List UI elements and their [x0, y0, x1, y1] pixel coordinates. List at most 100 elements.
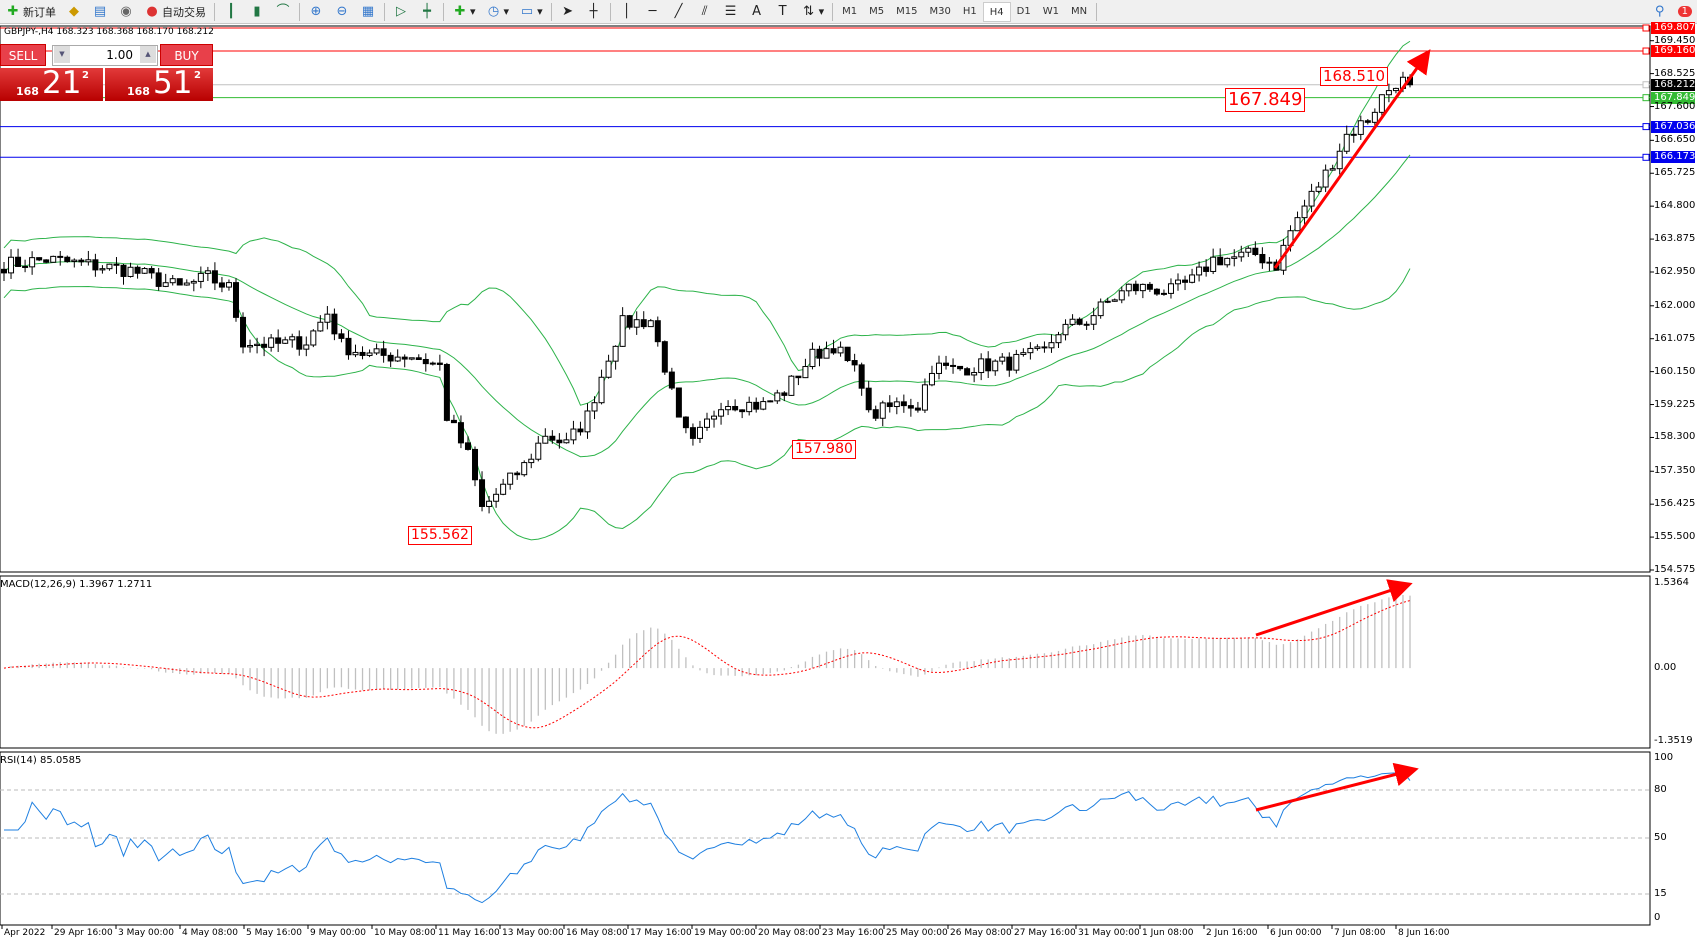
lot-size-input[interactable]: 1.00: [52, 45, 158, 66]
level-handle: [1642, 123, 1650, 131]
candle: [479, 471, 486, 512]
bollinger-lower-band: [3, 268, 1411, 541]
time-axis-label: 9 May 00:00: [310, 928, 366, 938]
navigator-button[interactable]: ▤: [87, 1, 113, 23]
bar-chart-button[interactable]: ┃: [218, 1, 244, 23]
notifications-button[interactable]: 1: [1673, 1, 1697, 23]
candle: [795, 375, 802, 386]
buy-button[interactable]: BUY: [160, 44, 213, 66]
cursor-button[interactable]: ➤: [555, 1, 581, 23]
candle: [394, 349, 401, 362]
timeframe-w1[interactable]: W1: [1042, 5, 1059, 17]
candle-body: [366, 352, 373, 356]
periods-button[interactable]: ◷ ▾: [481, 1, 515, 23]
candle-body: [1392, 87, 1399, 92]
buy-price[interactable]: 168 51 2: [105, 65, 213, 101]
timeframe-h4[interactable]: H4: [982, 1, 1011, 22]
vertical-line-button[interactable]: │: [614, 1, 640, 23]
text-button[interactable]: A: [744, 1, 770, 23]
timeframe-m15[interactable]: M15: [896, 5, 918, 17]
candle-body: [155, 272, 162, 287]
candle: [380, 340, 387, 363]
zoom-out-button[interactable]: ⊖: [329, 1, 355, 23]
trendline-button[interactable]: ╱: [666, 1, 692, 23]
candle-body: [22, 265, 29, 268]
candlestick-button[interactable]: ▮: [244, 1, 270, 23]
scroll-button[interactable]: ▷: [388, 1, 414, 23]
candle-body: [57, 255, 64, 258]
candle: [317, 315, 324, 332]
candle: [935, 355, 942, 380]
new-order-button[interactable]: ✚ 新订单: [0, 1, 61, 23]
candle: [1238, 245, 1245, 262]
candle: [169, 275, 176, 286]
fibonacci-button[interactable]: ☰: [718, 1, 744, 23]
candle-body: [1196, 266, 1203, 276]
crosshair-button[interactable]: ┼: [581, 1, 607, 23]
divider: [550, 2, 552, 21]
signal-button[interactable]: ◉: [113, 1, 139, 23]
auto-trade-button[interactable]: ● 自动交易: [139, 1, 211, 23]
candle-body: [760, 401, 767, 410]
lot-increase-button[interactable]: ▲: [140, 46, 156, 63]
sell-price[interactable]: 168 21 2: [0, 65, 103, 101]
timeframe-d1[interactable]: D1: [1016, 5, 1031, 17]
market-watch-button[interactable]: ◆: [61, 1, 87, 23]
tile-windows-button[interactable]: ▦: [355, 1, 381, 23]
channel-button[interactable]: ⫽: [692, 1, 718, 23]
timeframe-m30[interactable]: M30: [929, 5, 951, 17]
candle-body: [324, 313, 331, 323]
candle-body: [1062, 323, 1069, 336]
timeframe-m1[interactable]: M1: [842, 5, 858, 17]
templates-button[interactable]: ▭ ▾: [520, 3, 543, 19]
candle-body: [823, 348, 830, 359]
zoom-in-button[interactable]: ⊕: [303, 1, 329, 23]
candle-body: [591, 402, 598, 412]
indicators-button[interactable]: ✚ ▾: [447, 1, 481, 23]
horizontal-line-button[interactable]: ─: [640, 1, 666, 23]
candle-body: [1371, 111, 1378, 123]
label-button[interactable]: T: [770, 1, 796, 23]
candle-body: [1252, 247, 1259, 255]
timeframe-m5[interactable]: M5: [869, 5, 885, 17]
candle-body: [1378, 94, 1385, 113]
market-watch-icon: ◆: [69, 3, 79, 19]
candle: [1189, 268, 1196, 284]
bollinger-upper-band: [3, 40, 1411, 406]
candle: [1, 262, 7, 282]
candle-body: [92, 259, 99, 271]
candle: [907, 398, 914, 417]
candle-body: [886, 402, 893, 408]
candle-body: [1034, 346, 1041, 349]
candle-body: [1189, 274, 1196, 283]
candle-body: [893, 401, 900, 408]
candle: [22, 259, 29, 273]
candle-body: [542, 435, 549, 444]
timeframe-h1[interactable]: H1: [962, 5, 977, 17]
timeframe-mn[interactable]: MN: [1070, 5, 1088, 17]
candle-body: [1006, 356, 1013, 371]
line-chart-button[interactable]: ⌒: [270, 1, 296, 23]
candle-body: [1013, 353, 1020, 371]
candle-body: [725, 405, 732, 411]
candle: [1055, 331, 1062, 349]
arrows-button[interactable]: ⇅ ▾: [796, 1, 830, 23]
notification-badge: 1: [1677, 6, 1692, 17]
candle-body: [914, 407, 921, 411]
time-axis-label: 6 Jun 00:00: [1270, 928, 1322, 938]
candle: [352, 344, 359, 358]
candle: [640, 311, 647, 330]
shift-button[interactable]: ┿: [414, 1, 440, 23]
sell-button[interactable]: SELL: [0, 44, 46, 66]
candle: [781, 391, 788, 402]
candle-body: [29, 257, 36, 268]
search-button[interactable]: ⚲: [1647, 1, 1673, 23]
candle: [268, 334, 275, 352]
candle: [1224, 257, 1231, 268]
candle: [1364, 118, 1371, 125]
candle: [78, 257, 85, 266]
lot-decrease-button[interactable]: ▼: [54, 46, 70, 63]
price-annotation: 157.980: [792, 440, 856, 459]
candle-body: [1217, 256, 1224, 266]
